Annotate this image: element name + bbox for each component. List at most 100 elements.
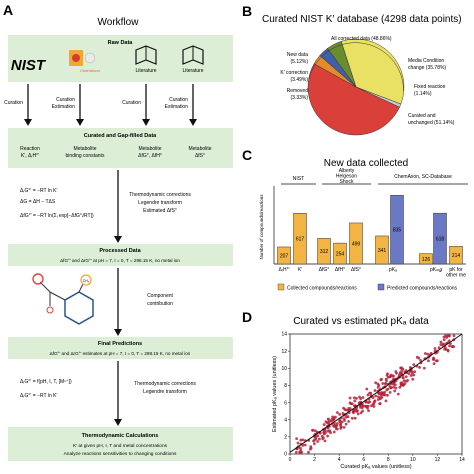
- scatter-point: [343, 419, 346, 422]
- scatter-point: [323, 439, 327, 443]
- raw-data-header: Raw Data: [108, 40, 134, 46]
- scatter-point: [332, 417, 336, 421]
- group-label-2: ChemAxon, SC-Database: [394, 174, 452, 180]
- scatter-point: [422, 366, 426, 370]
- scatter-point: [398, 385, 402, 389]
- y-tick-label-7: 14: [281, 332, 287, 338]
- curated-col-0: Reaction K′, ΔᵣH°′: [20, 146, 40, 159]
- panel-a-workflow: A Workflow Raw Data NIST ChemAxon Litera…: [3, 2, 233, 461]
- y-tick-label-6: 12: [281, 349, 287, 355]
- scatter-point: [316, 434, 320, 438]
- curation-label-3: Curation Estimation: [165, 97, 189, 110]
- scatter-point: [348, 396, 352, 400]
- scatter-point: [386, 393, 389, 397]
- scatter-point: [442, 338, 446, 342]
- scatter-point: [340, 420, 344, 424]
- thermo-calc-header: Thermodynamic Calculations: [82, 433, 159, 439]
- scatter-point: [427, 359, 430, 363]
- pie-label-new-1: New data: [287, 52, 308, 58]
- workflow-title: Workflow: [98, 17, 140, 28]
- curated-data-box: [8, 128, 233, 168]
- scatter-point: [381, 382, 385, 385]
- scatter-point: [432, 362, 436, 366]
- scatter-point: [433, 347, 437, 350]
- correction-1-3: Estimated ΔfS°: [143, 208, 177, 214]
- scatter-point: [296, 441, 300, 445]
- curated-col-3: Metabolite ΔfS°: [188, 146, 211, 159]
- bar-title: New data collected: [324, 158, 409, 169]
- panel-a-letter: A: [3, 2, 13, 18]
- final-predictions-box: [8, 337, 233, 359]
- bar-cat-label-2: ΔfG°: [319, 267, 330, 273]
- panel-d-letter: D: [242, 309, 252, 325]
- scatter-point: [360, 406, 364, 410]
- scatter-point: [322, 423, 326, 426]
- scatter-point: [299, 446, 302, 450]
- x-tick-label-4: 8: [387, 457, 390, 463]
- bar-value-6: 835: [393, 228, 402, 234]
- nist-logo: NIST: [11, 57, 47, 74]
- y-tick-label-2: 4: [284, 417, 287, 423]
- scatter-point: [381, 392, 385, 396]
- scatter-point: [405, 379, 408, 383]
- scatter-point: [437, 346, 441, 350]
- scatter-point: [301, 438, 305, 442]
- equation-1-1: ΔᵣG°′ = −RT ln K′: [20, 188, 57, 194]
- pie-title: Curated NIST K′ database (4298 data poin…: [262, 14, 462, 25]
- x-tick-label-0: 0: [289, 457, 292, 463]
- scatter-point: [368, 391, 372, 395]
- equation-1-3: ΔfG°′ = −RT ln(Σᵢ exp[−ΔfG°ᵢ/RT]): [20, 213, 94, 219]
- correction-2-1: Thermodynamic corrections: [134, 381, 196, 387]
- scatter-point: [338, 412, 342, 416]
- scatter-point: [350, 416, 354, 420]
- scatter-point: [426, 352, 430, 356]
- scatter-point: [321, 437, 325, 441]
- scatter-ylabel: Estimated pKₐ values (unitless): [272, 356, 278, 432]
- bar-cat-label-9: pK for other me: [446, 267, 466, 279]
- fit-line: [289, 333, 463, 453]
- scatter-point: [355, 409, 359, 413]
- methyl-label: CH₃: [83, 279, 90, 283]
- molecule-illustration: CH₃: [32, 273, 94, 325]
- curation-arrowhead-1: [76, 119, 84, 126]
- panel-b-letter: B: [242, 3, 252, 19]
- bar-5: [375, 235, 389, 265]
- scatter-point: [435, 359, 439, 363]
- pie-slice-unchanged: [307, 63, 400, 136]
- curated-columns: Reaction K′, ΔᵣH°′ Metabolite binding const…: [20, 146, 212, 159]
- scatter-point: [398, 373, 401, 376]
- scatter-point: [373, 399, 377, 403]
- y-tick-label-4: 8: [284, 383, 287, 389]
- correction-1-2: Legendre transform: [138, 200, 182, 206]
- scatter-point: [367, 409, 370, 413]
- scatter-point: [300, 450, 303, 454]
- scatter-point: [400, 366, 403, 370]
- scatter-point: [314, 437, 318, 441]
- processed-data-header: Processed Data: [99, 248, 141, 254]
- svg-text:Literature: Literature: [182, 68, 203, 74]
- scatter-point: [388, 375, 392, 379]
- bar-2: [317, 238, 331, 265]
- curated-col-1: Metabolite binding constants: [66, 146, 105, 159]
- scatter-point: [410, 371, 414, 375]
- equation-1-2: ΔG = ΔH − TΔS: [20, 199, 56, 205]
- scatter-point: [402, 383, 406, 387]
- scatter-point: [356, 412, 360, 416]
- scatter-point: [366, 406, 369, 410]
- x-tick-label-7: 14: [459, 457, 465, 463]
- pie-label-unchanged-2: unchanged (51.14%): [408, 120, 455, 126]
- correction-2-2: Legendre transform: [143, 389, 187, 395]
- scatter-point: [326, 426, 330, 430]
- pie-slice-new: [327, 41, 357, 88]
- scatter-point: [385, 379, 388, 383]
- scatter-point: [394, 386, 398, 390]
- scatter-point: [413, 370, 417, 374]
- bar-9: [449, 246, 463, 265]
- bar-cat-label-3: ΔfH°: [335, 267, 345, 273]
- scatter-point: [393, 389, 397, 393]
- y-tick-label-5: 10: [281, 366, 287, 372]
- scatter-point: [411, 377, 415, 381]
- legend-swatch-predicted: [377, 283, 385, 291]
- x-tick-label-2: 4: [338, 457, 341, 463]
- bar-cat-label-8: pKₘ𝑔: [430, 267, 442, 273]
